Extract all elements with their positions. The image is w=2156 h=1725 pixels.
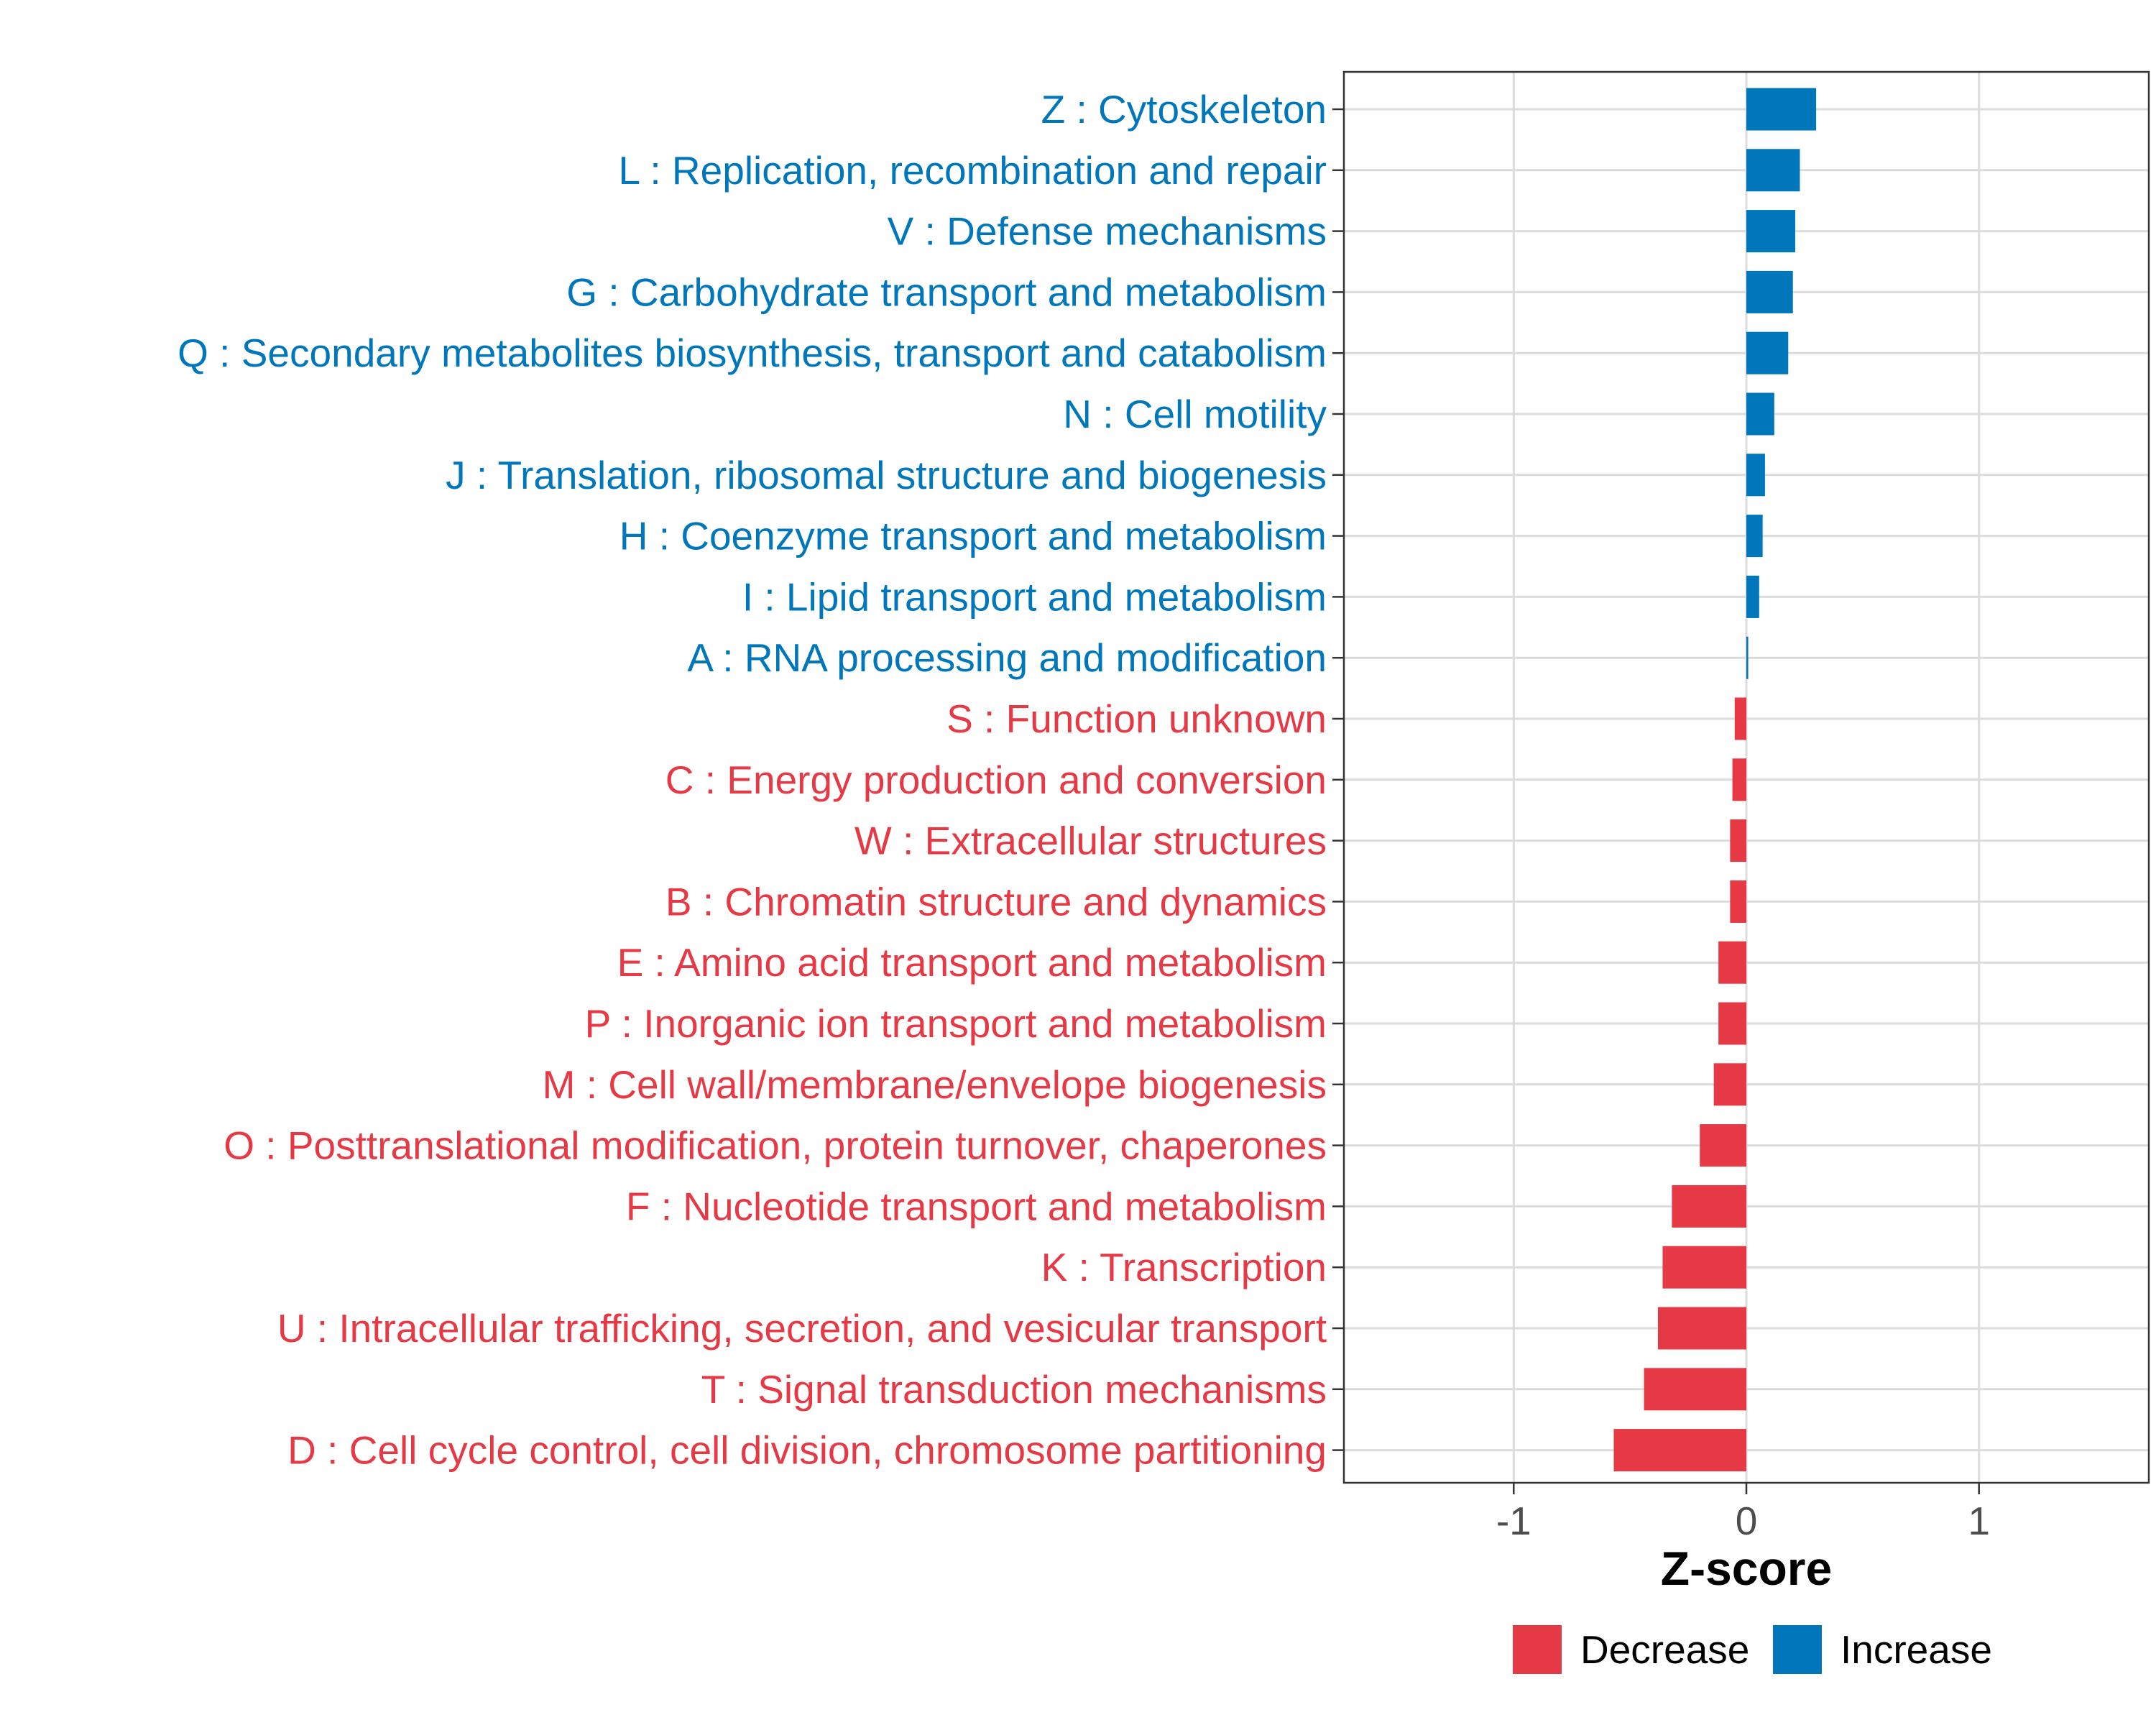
category-label: E : Amino acid transport and metabolism <box>617 940 1327 985</box>
bar <box>1746 331 1789 374</box>
bar <box>1730 880 1746 923</box>
bar <box>1746 515 1763 558</box>
category-label: W : Extracellular structures <box>854 819 1327 863</box>
legend: Decrease Increase <box>1513 1625 1992 1674</box>
y-axis: Z : Cytoskeleton L : Replication, recombi… <box>178 87 1344 1473</box>
x-tick-label: -1 <box>1496 1499 1531 1543</box>
bar <box>1746 270 1793 313</box>
category-label: S : Function unknown <box>946 696 1327 741</box>
category-label: V : Defense mechanisms <box>888 209 1327 254</box>
x-tick-label: 0 <box>1736 1499 1758 1543</box>
legend-label-increase: Increase <box>1841 1627 1992 1672</box>
category-label: P : Inorganic ion transport and metaboli… <box>585 1001 1327 1046</box>
category-label: F : Nucleotide transport and metabolism <box>626 1184 1327 1228</box>
bar <box>1613 1429 1746 1472</box>
bar <box>1732 758 1746 801</box>
legend-key-increase <box>1773 1625 1822 1674</box>
category-label: Z : Cytoskeleton <box>1041 87 1327 132</box>
bar <box>1734 697 1746 740</box>
bar <box>1746 392 1774 436</box>
bar <box>1718 1002 1746 1045</box>
category-label: K : Transcription <box>1041 1245 1327 1289</box>
category-label: L : Replication, recombination and repai… <box>619 148 1327 193</box>
legend-label-decrease: Decrease <box>1580 1627 1749 1672</box>
bar <box>1730 819 1746 862</box>
x-axis-title: Z-score <box>1661 1542 1832 1595</box>
bar <box>1657 1307 1746 1350</box>
x-tick-label: 1 <box>1968 1499 1990 1543</box>
category-label: I : Lipid transport and metabolism <box>742 574 1327 619</box>
category-label: T : Signal transduction mechanisms <box>701 1367 1327 1412</box>
bar <box>1746 636 1749 679</box>
bar <box>1746 88 1817 131</box>
category-label: Q : Secondary metabolites biosynthesis, … <box>178 331 1327 375</box>
category-label: C : Energy production and conversion <box>665 758 1327 802</box>
bar <box>1746 575 1759 618</box>
category-label: A : RNA processing and modification <box>687 635 1327 680</box>
bar <box>1662 1246 1746 1289</box>
category-label: U : Intracellular trafficking, secretion… <box>277 1306 1327 1351</box>
bar <box>1746 149 1800 192</box>
bar <box>1644 1368 1746 1411</box>
category-label: N : Cell motility <box>1063 392 1327 436</box>
bar <box>1713 1063 1746 1106</box>
bar <box>1746 454 1765 497</box>
category-label: O : Posttranslational modification, prot… <box>224 1123 1327 1168</box>
bar-series <box>1613 88 1817 1472</box>
category-label: G : Carbohydrate transport and metabolis… <box>566 270 1327 314</box>
legend-key-decrease <box>1513 1625 1562 1674</box>
category-label: D : Cell cycle control, cell division, c… <box>287 1428 1327 1473</box>
bar <box>1672 1184 1746 1228</box>
category-label: M : Cell wall/membrane/envelope biogenes… <box>543 1062 1327 1107</box>
x-axis: -1 0 1 <box>1496 1483 1990 1543</box>
category-label: B : Chromatin structure and dynamics <box>665 879 1327 924</box>
bar <box>1700 1124 1746 1167</box>
category-label: J : Translation, ribosomal structure and… <box>446 453 1327 497</box>
category-label: H : Coenzyme transport and metabolism <box>619 514 1327 558</box>
bar <box>1718 941 1746 984</box>
bar <box>1746 210 1795 253</box>
